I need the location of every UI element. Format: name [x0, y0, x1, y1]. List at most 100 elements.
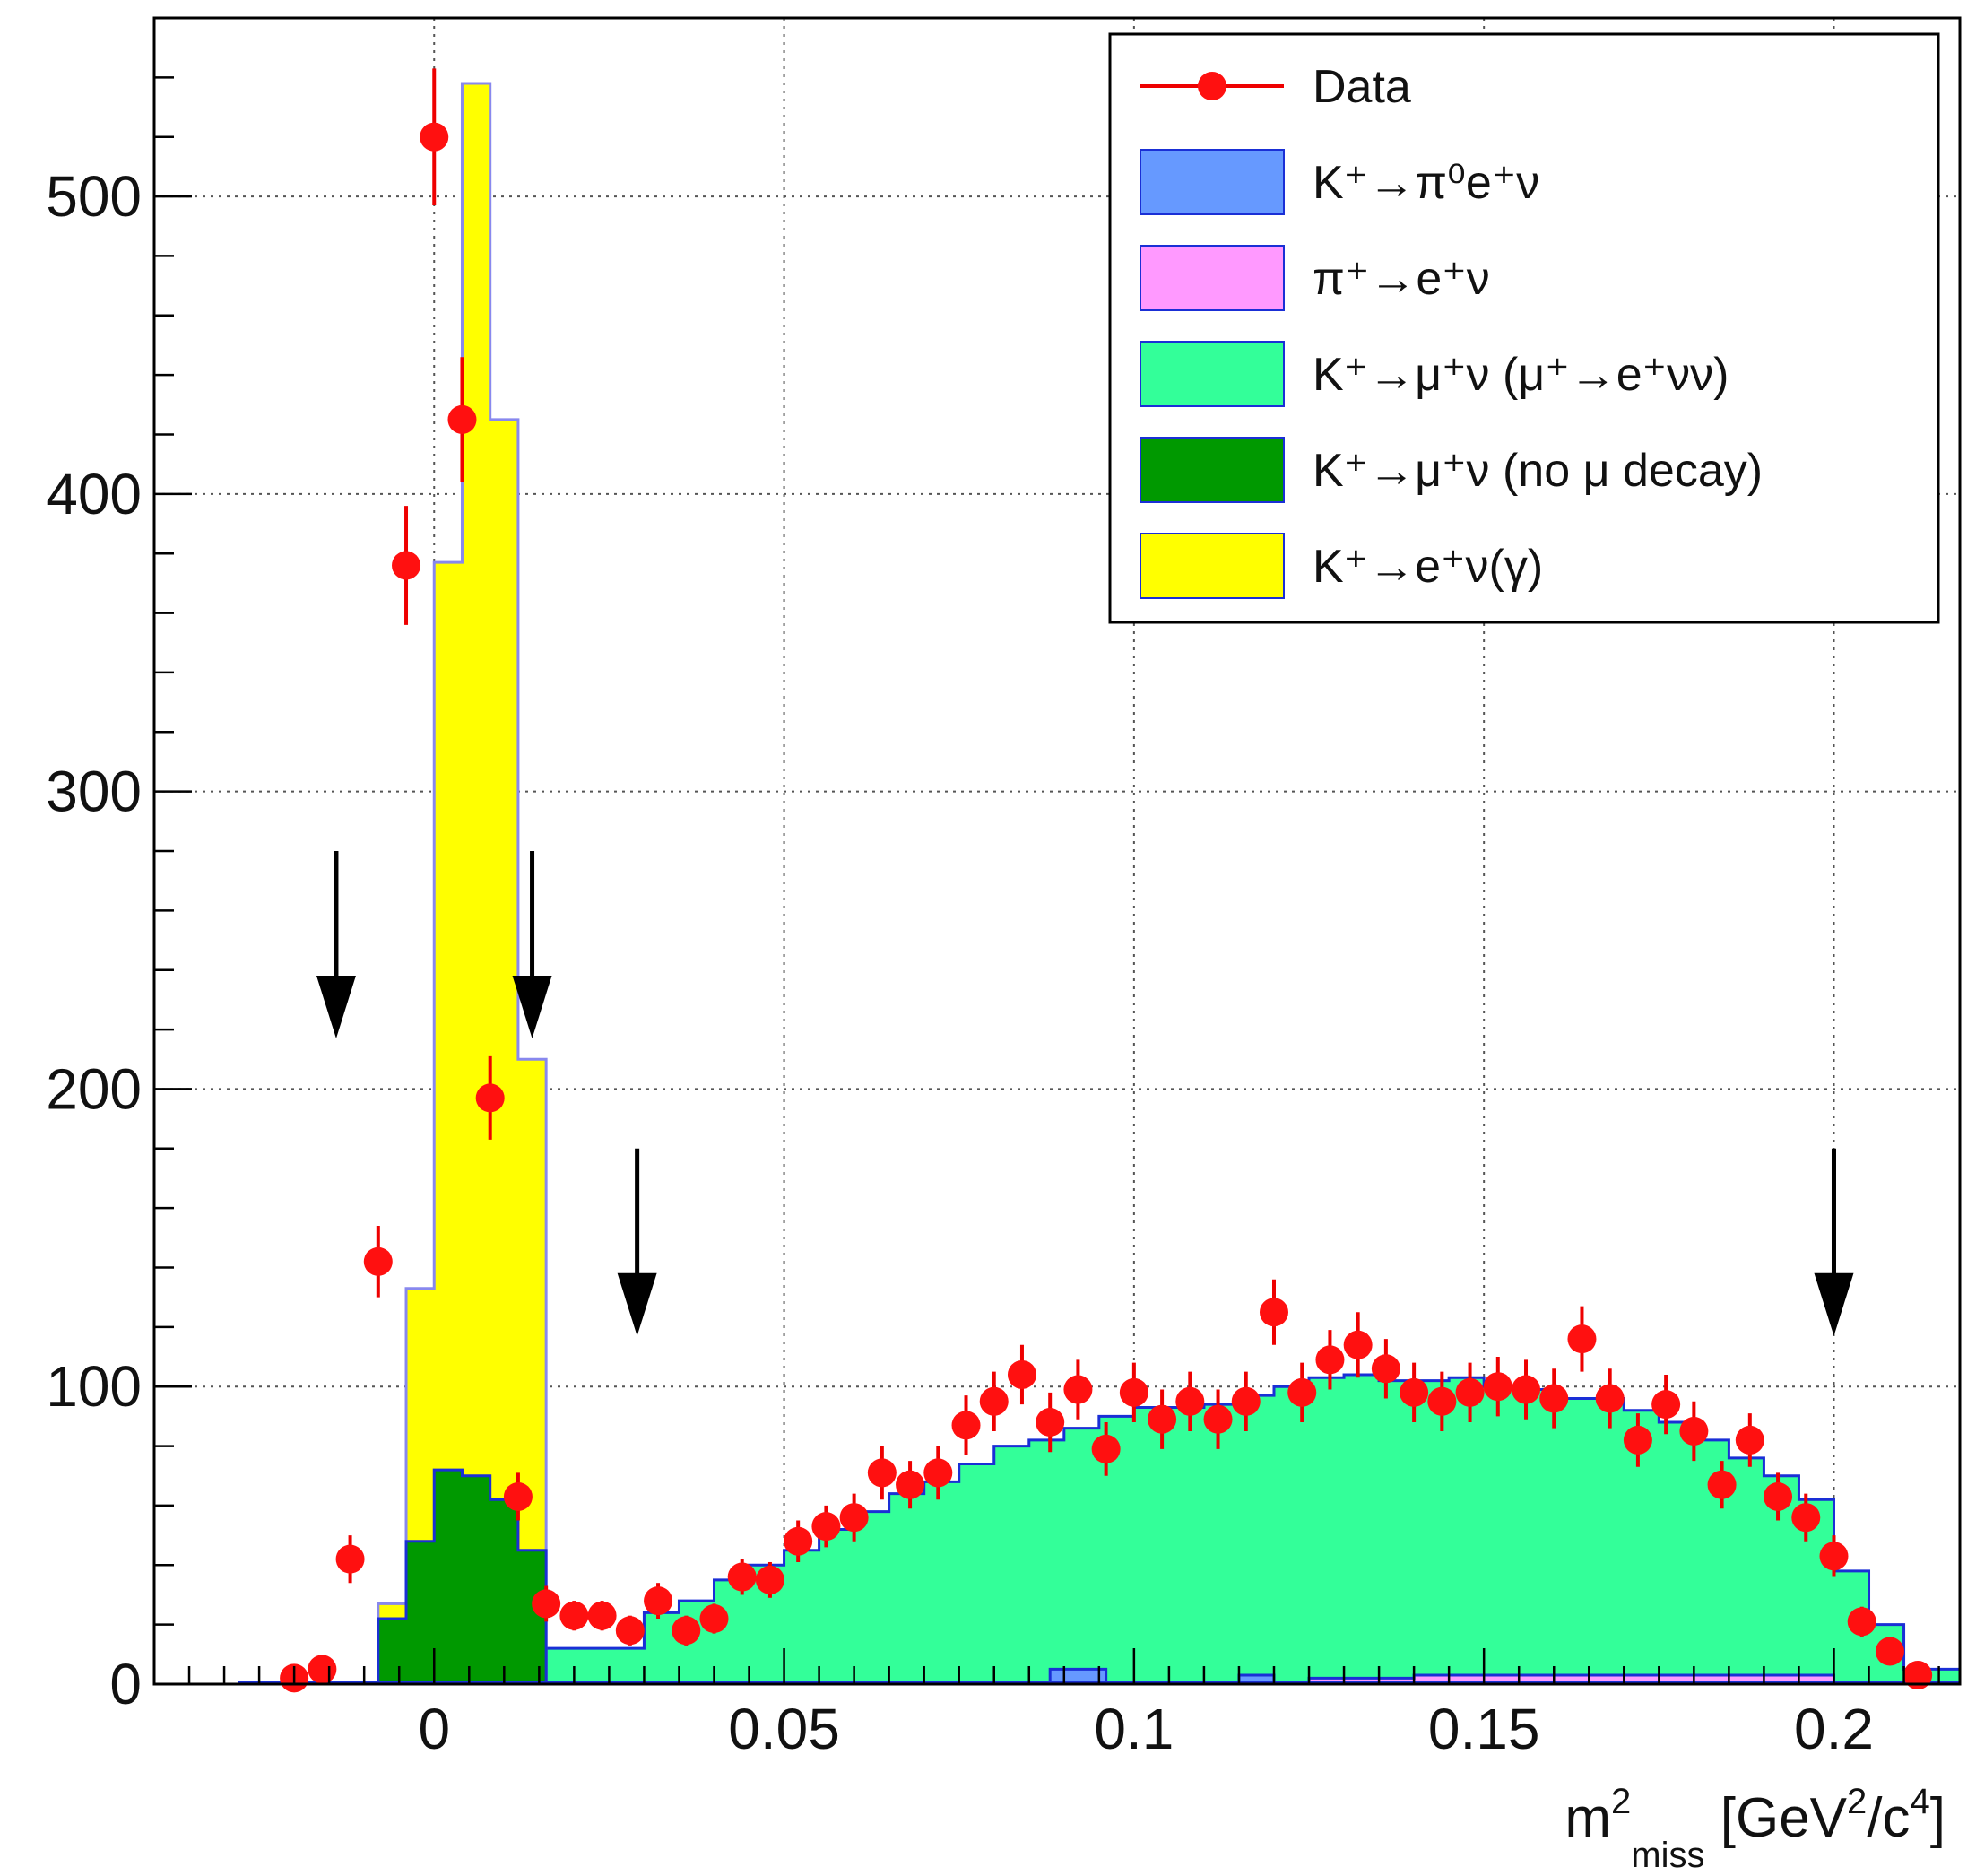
y-tick-label: 100: [46, 1354, 142, 1419]
data-point: [1903, 1661, 1933, 1690]
data-point: [1651, 1390, 1681, 1420]
data-point: [335, 1544, 365, 1574]
data-point: [503, 1481, 533, 1511]
legend-swatch-k-mu-nu-nodecay: [1140, 437, 1285, 503]
data-point: [1231, 1386, 1261, 1416]
y-tick-label: 300: [46, 760, 142, 824]
data-point: [615, 1616, 645, 1646]
stacked-histograms: [238, 82, 1962, 1686]
legend: Data K⁺→π⁰e⁺ν π⁺→e⁺ν K⁺→μ⁺ν (μ⁺→e⁺νν) K⁺→μ⁺ν…: [1108, 32, 1940, 624]
data-points: [280, 68, 1933, 1693]
data-point: [672, 1616, 701, 1646]
data-point: [1287, 1377, 1317, 1407]
data-point: [811, 1512, 841, 1542]
data-point: [1539, 1384, 1569, 1413]
data-point: [1595, 1384, 1625, 1413]
data-point: [923, 1458, 953, 1488]
cut-arrows: [316, 851, 1854, 1336]
legend-swatch-k-pi0-e-nu: [1140, 149, 1285, 215]
legend-swatch-pi-e-nu: [1140, 245, 1285, 311]
data-point: [1148, 1404, 1177, 1434]
legend-swatch-k-mu-nu-decay: [1140, 341, 1285, 407]
x-axis-label-part: m: [1564, 1787, 1611, 1849]
x-tick-label: 0.05: [728, 1697, 840, 1761]
histogram-k-mu-nu-decay: [544, 1373, 1962, 1686]
data-point: [1455, 1377, 1485, 1407]
data-point: [447, 404, 477, 434]
data-point: [363, 1246, 393, 1276]
data-point: [1371, 1354, 1400, 1384]
data-point: [784, 1526, 813, 1556]
x-tick-label: 0: [418, 1697, 450, 1761]
data-point: [1791, 1503, 1821, 1533]
data-point: [727, 1562, 757, 1592]
y-tick-label: 400: [46, 462, 142, 526]
legend-label: Data: [1313, 61, 1411, 113]
data-point: [308, 1655, 337, 1684]
y-tick-label: 500: [46, 164, 142, 229]
y-tick-label: 200: [46, 1056, 142, 1121]
cut-arrow-head: [512, 976, 552, 1039]
data-point: [1007, 1359, 1036, 1389]
data-point: [979, 1386, 1009, 1416]
data-point: [1512, 1375, 1541, 1404]
x-axis-title: m2miss [GeV2/c4]: [1564, 1782, 1946, 1875]
legend-label: K⁺→π⁰e⁺ν: [1313, 157, 1539, 209]
y-tick-label: 0: [109, 1652, 142, 1716]
x-axis-label-part: miss: [1631, 1836, 1704, 1875]
data-point: [1819, 1542, 1849, 1571]
x-axis-label-part: [GeV: [1705, 1787, 1848, 1849]
legend-label: K⁺→μ⁺ν (μ⁺→e⁺νν): [1313, 349, 1729, 401]
data-point: [644, 1586, 673, 1616]
x-axis-label: m2miss [GeV2/c4]: [1564, 1782, 1946, 1875]
x-axis-label-part: 4: [1911, 1782, 1930, 1821]
x-axis-label-part: 2: [1847, 1782, 1867, 1821]
data-point: [755, 1565, 784, 1594]
data-point: [1483, 1372, 1512, 1402]
data-point: [1567, 1324, 1597, 1354]
data-point: [1175, 1386, 1205, 1416]
legend-box: [1108, 32, 1940, 624]
data-point: [420, 122, 449, 152]
data-point: [951, 1411, 981, 1440]
cut-arrow-head: [1814, 1272, 1854, 1336]
data-point: [1036, 1408, 1065, 1437]
data-point: [1091, 1434, 1121, 1463]
legend-label: K⁺→μ⁺ν (no μ decay): [1313, 445, 1763, 497]
x-tick-label: 0.1: [1094, 1697, 1174, 1761]
data-point: [1315, 1345, 1345, 1375]
data-point: [1875, 1637, 1904, 1666]
data-point: [587, 1601, 617, 1630]
data-point: [1764, 1481, 1793, 1511]
histogram-k-mu-nu-nodecay: [350, 1468, 548, 1686]
data-point: [699, 1604, 729, 1634]
data-point: [896, 1470, 925, 1499]
data-point: [559, 1601, 589, 1630]
legend-data-marker: [1198, 72, 1226, 100]
data-point: [1679, 1416, 1709, 1446]
data-point: [1119, 1377, 1148, 1407]
data-point: [867, 1458, 897, 1488]
legend-swatch-k-e-nu-gamma: [1140, 533, 1285, 599]
legend-label: K⁺→e⁺ν(γ): [1313, 541, 1543, 593]
x-tick-label: 0.2: [1794, 1697, 1874, 1761]
data-point: [1623, 1425, 1652, 1455]
data-point: [1847, 1607, 1876, 1637]
x-axis-label-part: 2: [1611, 1782, 1631, 1821]
data-point: [1427, 1386, 1457, 1416]
data-point: [1707, 1470, 1737, 1499]
data-point: [839, 1503, 869, 1533]
data-point: [1203, 1404, 1233, 1434]
data-point: [1343, 1330, 1373, 1359]
data-point: [1259, 1298, 1288, 1327]
cut-arrow-head: [316, 976, 356, 1039]
cut-arrow-head: [617, 1272, 657, 1336]
data-point: [475, 1083, 505, 1113]
axis-ticks: 0 0.05 0.1 0.15 0.2 0 100 200 300 400 500: [46, 76, 1940, 1761]
data-point: [1400, 1377, 1429, 1407]
x-axis-label-part: ]: [1930, 1787, 1946, 1849]
data-point: [532, 1589, 561, 1619]
data-point: [1735, 1425, 1764, 1455]
x-tick-label: 0.15: [1428, 1697, 1540, 1761]
